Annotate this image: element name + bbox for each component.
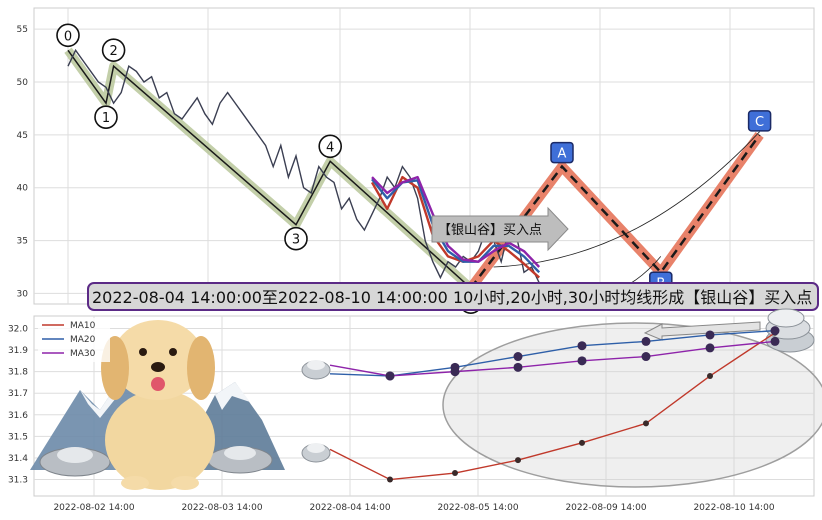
dog-nose [151,362,165,372]
mountain-left-snow [80,368,128,418]
dog-head [112,320,204,400]
projection-marker-A [550,141,574,164]
dog-tongue [151,377,165,391]
projection-marker-label-A: A [558,147,567,162]
lower-y-tick-label: 31.5 [8,432,28,442]
lower-point-ma30 [705,343,715,353]
lower-y-tick-label: 31.9 [8,346,28,356]
lower-y-tick-label: 31.7 [8,389,28,399]
dog-paw-left [121,476,149,490]
lower-point-ma10 [643,420,649,427]
lower-point-ma30 [641,352,651,362]
legend-label-ma20: MA20 [70,335,96,345]
upper-y-tick-labels: 30 35 40 45 50 55 [17,25,29,299]
lower-x-tick-label: 2022-08-02 14:00 [53,503,134,513]
upper-y-tick-label: 45 [17,131,28,141]
wave-marker-label-4: 4 [326,140,334,155]
wave-marker-1 [94,105,118,129]
dog-mountain-illustration [30,320,285,490]
callout-arrow-shape [431,206,569,252]
title-banner: 2022-08-04 14:00:00至2022-08-10 14:00:00 … [87,282,819,311]
lower-point-ma10 [707,372,713,379]
projection-marker-label-C: C [755,115,764,130]
lower-line-ma10 [329,332,776,481]
wave-marker-label-2: 2 [109,44,117,59]
upper-plot-area [33,7,815,305]
upper-y-tick-label: 35 [17,237,28,247]
wave-marker-2 [101,38,126,62]
lower-ma-series [329,326,780,483]
upper-y-tick-label: 30 [17,289,29,299]
lower-point-ma10 [515,457,521,464]
lower-point-ma10 [452,470,458,477]
highlight-ellipse [442,322,822,488]
silver-coin-left-lower [301,443,331,463]
legend-label-ma10: MA10 [70,321,96,331]
lower-point-ma30 [385,371,395,381]
highlight-pointer-arrow [643,321,761,341]
lower-y-tick-label: 31.4 [8,454,28,464]
pointer-arrow-shape [643,321,761,341]
title-banner-box [87,282,819,311]
lower-point-ma30 [513,362,523,372]
lower-x-tick-label: 2022-08-05 14:00 [437,503,518,513]
lower-y-tick-label: 32.0 [8,324,28,334]
lower-y-tick-label: 31.6 [8,411,28,421]
mountain-right-snow [215,382,250,410]
upper-ma-line-ma30 [371,175,541,268]
lower-point-ma10 [387,476,393,483]
lower-point-ma30 [450,367,460,377]
silver-coin-left-upper [301,360,331,380]
lower-point-ma30 [770,336,780,346]
lower-point-ma20 [513,352,523,362]
lower-x-tick-label: 2022-08-09 14:00 [565,503,646,513]
silver-ingot-right-top [224,446,256,460]
lower-line-ma20 [329,329,776,377]
lower-ma-panel: 31.3 31.4 31.5 31.6 31.7 31.8 31.9 32.0 2022-08… [8,308,822,513]
lower-y-tick-label: 31.3 [8,476,28,486]
upper-y-tick-label: 55 [17,25,28,35]
lower-x-tick-label: 2022-08-04 14:00 [309,503,390,513]
callout-text: 【银山谷】买入点 [438,223,542,238]
lower-y-tick-label: 31.8 [8,368,28,378]
lower-y-tick-labels: 31.3 31.4 31.5 31.6 31.7 31.8 31.9 32.0 [8,324,28,485]
upper-grid [34,8,814,304]
chart-title: 2022-08-04 14:00:00至2022-08-10 14:00:00 … [92,288,812,307]
legend: MA10 MA20 MA30 [38,318,110,362]
elliott-line [67,49,472,289]
wave-marker-label-1: 1 [102,111,110,126]
upper-y-tick-label: 40 [17,184,29,194]
buy-point-callout: 【银山谷】买入点 [431,206,569,252]
lower-point-ma20 [641,336,651,346]
dog-body [105,390,215,490]
dog-eye-left [139,348,147,356]
lower-line-ma30 [329,340,776,377]
wave-marker-0 [56,23,80,48]
upper-y-tick-label: 50 [17,78,29,88]
lower-point-ma20 [577,341,587,351]
lower-point-ma10 [579,439,585,446]
elliott-wave-path [64,47,474,292]
lower-x-tick-labels: 2022-08-02 14:00 2022-08-03 14:00 2022-08-… [53,503,774,513]
silver-coin-stack-right [765,308,815,353]
projection-marker-C [747,110,772,132]
wave-marker-3 [284,226,308,251]
dog-eye-right [169,348,177,356]
lower-x-tick-label: 2022-08-10 14:00 [693,503,774,513]
upper-ma-series [370,175,541,279]
upper-ma-line-ma10 [370,175,541,279]
lower-point-ma20 [705,330,715,340]
wave-marker-label-0: 0 [64,29,72,44]
dog-ear-right [187,336,215,400]
legend-label-ma30: MA30 [70,349,96,359]
silver-ingot-left-top [57,447,93,463]
lower-x-tick-label: 2022-08-03 14:00 [181,503,262,513]
wave-marker-label-3: 3 [292,233,300,248]
wave-marker-4 [318,134,343,159]
dog-paw-right [171,476,199,490]
lower-point-ma30 [577,356,587,366]
lower-point-ma20 [770,326,780,336]
